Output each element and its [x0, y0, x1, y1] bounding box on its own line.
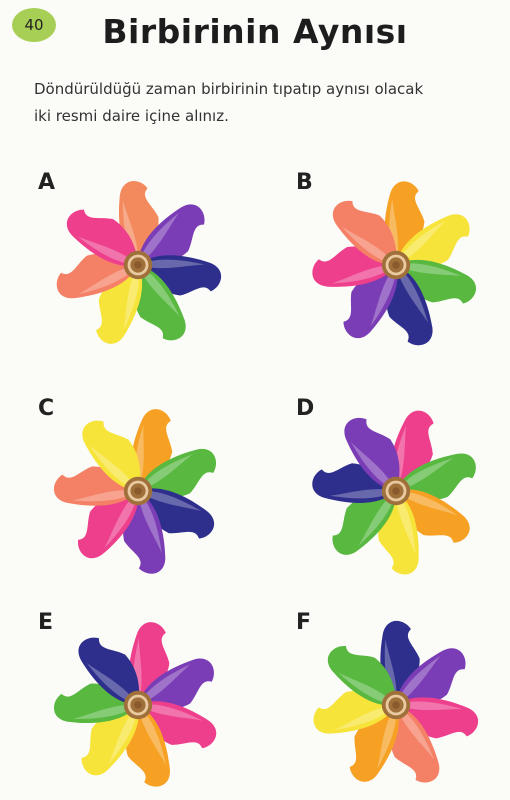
blade-highlight	[138, 664, 191, 705]
option-d[interactable]: D	[296, 396, 496, 586]
instruction-line-1: Döndürüldüğü zaman birbirinin tıpatıp ay…	[34, 80, 424, 98]
blade-highlight	[396, 220, 446, 265]
pinwheel-blade	[138, 488, 215, 539]
pinwheel-c-image	[53, 409, 217, 574]
blade-highlight	[377, 705, 397, 769]
pinwheel-b-image	[312, 181, 477, 346]
blade-highlight	[350, 442, 396, 491]
pinwheel-blade	[133, 265, 186, 341]
pinwheel-blade	[81, 705, 139, 776]
pinwheel-blade	[78, 490, 139, 559]
pinwheel-blade	[332, 490, 397, 555]
blade-highlight	[138, 704, 203, 721]
blade-highlight	[86, 662, 138, 705]
blade-highlight	[329, 489, 396, 499]
blade-highlight	[138, 454, 194, 491]
option-letter: E	[38, 610, 54, 635]
blade-highlight	[138, 490, 202, 512]
pinwheel-e-image	[54, 622, 217, 787]
pinwheel-f-image	[313, 620, 478, 783]
pinwheel-blade	[389, 705, 440, 783]
blade-highlight	[396, 655, 441, 705]
pinwheel-hub	[134, 487, 142, 495]
blade-highlight	[78, 265, 138, 295]
pinwheel-blade	[386, 265, 433, 346]
option-c[interactable]: C	[38, 396, 238, 586]
blade-highlight	[395, 491, 416, 555]
blade-highlight	[396, 490, 458, 516]
blade-highlight	[138, 265, 180, 317]
blade-highlight	[123, 265, 139, 330]
blade-highlight	[396, 263, 462, 277]
pinwheel-a-image	[56, 181, 222, 344]
option-letter: B	[296, 170, 313, 195]
page-number-badge: 40	[12, 8, 56, 42]
blade-highlight	[396, 265, 429, 324]
page-title: Birbirinin Aynısı	[102, 12, 408, 51]
instruction-line-2: iki resmi daire içine alınız.	[34, 107, 229, 125]
pinwheel-hub	[134, 701, 142, 709]
pinwheel-blade	[396, 648, 466, 707]
blade-highlight	[358, 491, 396, 546]
pinwheel-blade	[138, 448, 217, 499]
blade-highlight	[341, 226, 396, 265]
blade-highlight	[89, 445, 138, 491]
pinwheel-blade	[66, 209, 138, 266]
pinwheel-blade	[344, 417, 400, 491]
blade-highlight	[72, 490, 138, 502]
pinwheel-blade	[396, 489, 470, 543]
pinwheel-hub	[134, 261, 142, 269]
blade-highlight	[138, 212, 180, 265]
blade-highlight	[370, 265, 397, 327]
pinwheel-blade	[138, 658, 215, 711]
option-letter: C	[38, 396, 55, 421]
option-f[interactable]: F	[296, 610, 496, 800]
blade-highlight	[73, 704, 138, 719]
option-a[interactable]: A	[38, 170, 238, 360]
pinwheel-hub	[392, 701, 400, 709]
option-letter: D	[296, 396, 315, 421]
blade-highlight	[396, 701, 463, 711]
blade-highlight	[138, 259, 205, 269]
blade-highlight	[104, 491, 138, 549]
option-letter: A	[38, 170, 56, 195]
pinwheel-blade	[137, 204, 205, 266]
option-e[interactable]: E	[38, 610, 238, 800]
blade-highlight	[138, 491, 162, 554]
blade-highlight	[108, 705, 138, 765]
pinwheel-blade	[349, 705, 399, 782]
blade-highlight	[396, 457, 454, 491]
page-number: 40	[24, 16, 44, 34]
option-letter: F	[296, 610, 312, 635]
pinwheel-blade	[343, 265, 398, 338]
blade-highlight	[338, 672, 396, 705]
blade-highlight	[332, 264, 396, 284]
pinwheel-d-image	[312, 410, 476, 575]
pinwheel-blade	[56, 253, 138, 299]
blade-highlight	[138, 705, 167, 766]
option-b[interactable]: B	[296, 170, 496, 360]
pinwheel-blade	[396, 453, 476, 501]
pinwheel-blade	[396, 214, 470, 269]
pinwheel-blade	[327, 646, 397, 706]
pinwheel-blade	[332, 200, 397, 266]
instructions: Döndürüldüğü zaman birbirinin tıpatıp ay…	[34, 76, 474, 130]
blade-highlight	[334, 705, 396, 731]
pinwheel-blade	[138, 701, 217, 749]
blade-highlight	[396, 705, 435, 760]
pinwheel-hub	[392, 261, 400, 269]
pinwheel-blade	[82, 420, 141, 491]
pinwheel-blade	[78, 637, 140, 705]
pinwheel-hub	[392, 487, 400, 495]
blade-highlight	[77, 236, 138, 265]
